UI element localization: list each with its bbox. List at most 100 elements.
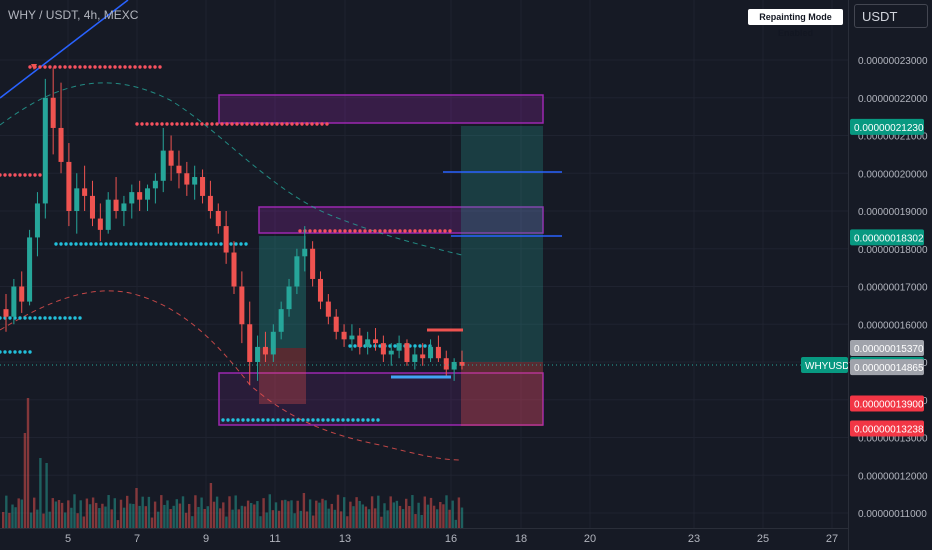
level-dot: [358, 229, 362, 233]
level-dot: [219, 242, 223, 246]
level-dot: [295, 122, 299, 126]
level-dot: [38, 65, 42, 69]
resistance-dots-3: [0, 173, 42, 177]
volume-bar: [237, 509, 240, 528]
level-dot: [393, 344, 397, 348]
volume-bar: [57, 499, 61, 528]
volume-bar: [457, 497, 461, 528]
price-label-bg: [850, 359, 924, 376]
volume-bar: [222, 502, 225, 528]
level-dot: [128, 65, 132, 69]
candle-body: [152, 180, 158, 189]
candle-body: [176, 165, 182, 174]
resistance-dots-4: [298, 229, 452, 233]
level-dot: [48, 65, 52, 69]
level-dot: [236, 418, 240, 422]
level-dot: [225, 122, 229, 126]
level-dot: [423, 229, 427, 233]
support-dots-3: [0, 350, 32, 354]
level-dot: [28, 350, 32, 354]
level-dot: [119, 242, 123, 246]
volume-bar: [274, 502, 278, 528]
level-dot: [361, 418, 365, 422]
level-dot: [144, 242, 148, 246]
level-dot: [83, 65, 87, 69]
volume-bar: [315, 500, 318, 528]
level-dot: [235, 122, 239, 126]
level-dot: [245, 122, 249, 126]
x-tick-label: 20: [584, 533, 596, 545]
level-dot: [413, 344, 417, 348]
volume-bar: [88, 504, 92, 528]
volume-bar: [333, 509, 337, 528]
volume-bar: [48, 511, 51, 528]
level-dot: [139, 242, 143, 246]
candle-body: [412, 354, 418, 362]
level-dot: [140, 122, 144, 126]
level-dot: [291, 418, 295, 422]
long-stop-box: [259, 348, 306, 404]
volume-bar: [436, 509, 439, 528]
candle-body: [428, 346, 434, 359]
candle-body: [357, 335, 363, 347]
volume-bar: [141, 496, 144, 528]
volume-bar: [411, 495, 414, 528]
candle-body: [255, 346, 261, 362]
level-dot: [145, 122, 149, 126]
level-dot: [371, 418, 375, 422]
volume-bar: [135, 488, 138, 528]
volume-bar: [290, 500, 293, 528]
candle-body: [341, 331, 347, 340]
level-dot: [138, 65, 142, 69]
volume-bar: [54, 501, 58, 528]
volume-bar: [271, 510, 275, 528]
volume-bar: [265, 512, 268, 528]
volume-bar: [42, 513, 45, 528]
level-dot: [78, 316, 82, 320]
volume-bar: [126, 495, 129, 528]
volume-bar: [423, 496, 426, 528]
volume-bar: [454, 519, 457, 528]
level-dot: [301, 418, 305, 422]
volume-bar: [417, 502, 420, 528]
peak-marker: [31, 64, 37, 70]
volume-bar: [256, 501, 259, 528]
currency-selector[interactable]: USDT: [854, 4, 928, 28]
y-tick-label: 0.00000013000: [858, 434, 928, 445]
level-dot: [241, 418, 245, 422]
level-dot: [276, 418, 280, 422]
level-dot: [325, 122, 329, 126]
x-tick-label: 7: [134, 533, 140, 545]
level-dot: [373, 344, 377, 348]
candle-body: [58, 127, 64, 162]
volume-bar: [194, 495, 197, 528]
level-dot: [261, 418, 265, 422]
volume-bar: [299, 510, 302, 528]
level-dot: [343, 229, 347, 233]
level-dot: [93, 65, 97, 69]
level-dot: [296, 418, 300, 422]
volume-bar: [67, 500, 70, 528]
volume-bar: [51, 498, 54, 528]
candle-body: [223, 226, 229, 253]
x-tick-label: 23: [688, 533, 700, 545]
volume-bar: [157, 511, 160, 528]
level-dot: [281, 418, 285, 422]
level-dot: [244, 242, 248, 246]
level-dot: [311, 418, 315, 422]
volume-bar: [184, 512, 188, 528]
level-dot: [326, 418, 330, 422]
volume-bar: [296, 500, 299, 528]
candle-body: [160, 150, 166, 181]
level-dot: [260, 122, 264, 126]
volume-bar: [246, 500, 250, 528]
level-dot: [318, 229, 322, 233]
candle-body: [82, 188, 88, 196]
volume-bar: [153, 501, 157, 528]
candle-body: [373, 339, 379, 344]
volume-bar: [85, 498, 89, 528]
volume-bar: [386, 510, 389, 528]
level-dot: [68, 65, 72, 69]
y-tick-label: 0.00000019000: [858, 207, 928, 218]
